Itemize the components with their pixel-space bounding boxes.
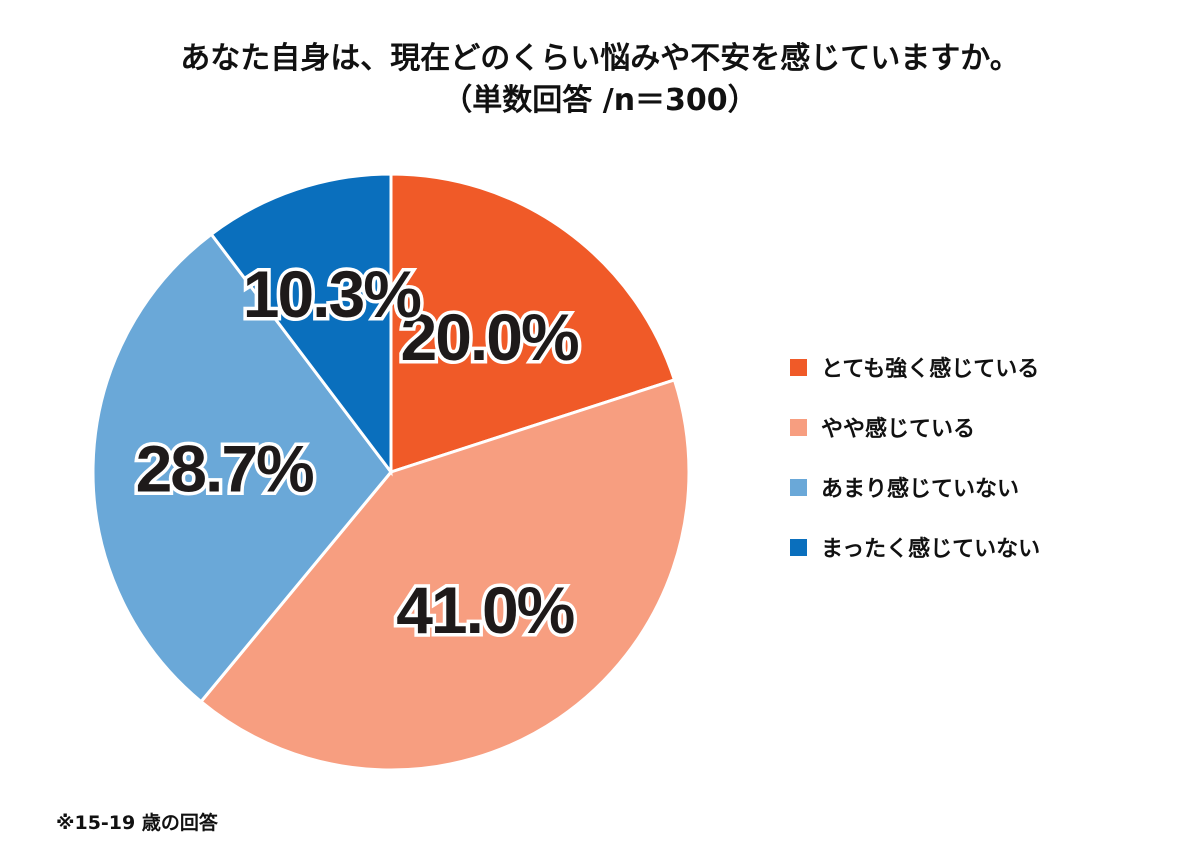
chart-title: あなた自身は、現在どのくらい悩みや不安を感じていますか。 （単数回答 /n＝30… xyxy=(0,38,1200,122)
legend-swatch xyxy=(790,478,807,496)
legend: とても強く感じている やや感じている あまり感じていない まったく感じていない xyxy=(790,352,1040,592)
legend-item: とても強く感じている xyxy=(790,352,1040,382)
legend-item: まったく感じていない xyxy=(790,532,1040,562)
legend-label: まったく感じていない xyxy=(821,537,1041,562)
slice-data-label: 28.7% xyxy=(136,431,313,505)
legend-label: やや感じている xyxy=(821,417,976,442)
slice-data-label: 20.0% xyxy=(401,300,578,374)
legend-swatch xyxy=(790,358,807,376)
pie-slice xyxy=(389,172,677,475)
pie-slice xyxy=(198,378,691,772)
legend-label: あまり感じていない xyxy=(821,477,1020,502)
legend-item: やや感じている xyxy=(790,412,1040,442)
legend-swatch xyxy=(790,418,807,436)
chart-title-line1: あなた自身は、現在どのくらい悩みや不安を感じていますか。 xyxy=(180,41,1020,76)
chart-title-line2: （単数回答 /n＝300） xyxy=(442,83,758,118)
footnote: ※15-19 歳の回答 xyxy=(56,812,218,834)
legend-label: とても強く感じている xyxy=(821,357,1040,382)
slice-data-label: 10.3% xyxy=(243,257,420,331)
legend-item: あまり感じていない xyxy=(790,472,1040,502)
pie-slice xyxy=(91,232,393,704)
pie-slice xyxy=(209,172,393,477)
slice-data-label: 41.0% xyxy=(396,573,573,647)
legend-swatch xyxy=(790,538,807,556)
